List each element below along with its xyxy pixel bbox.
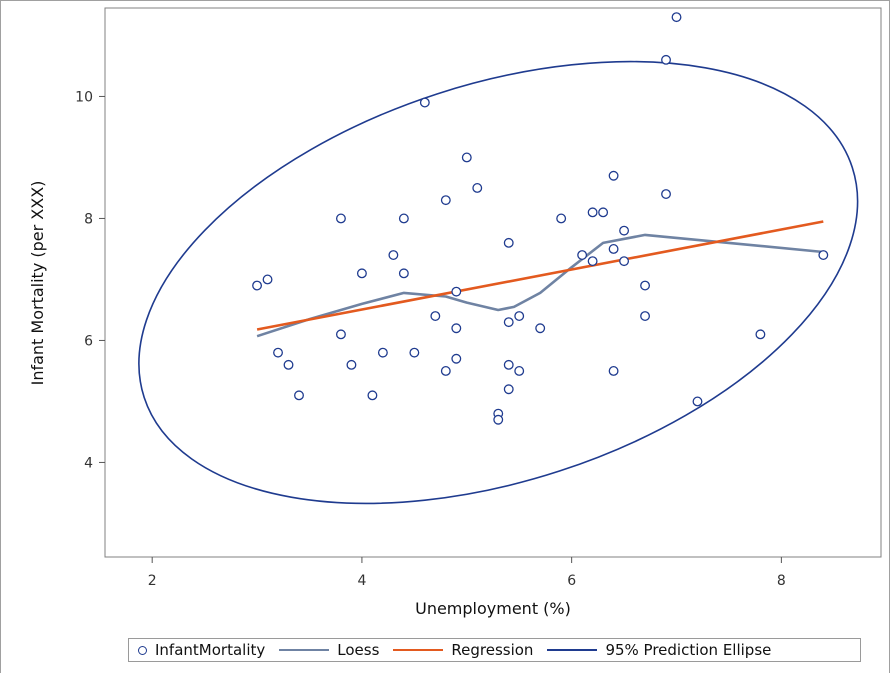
legend: InfantMortality Loess Regression 95% Pre… <box>128 638 861 662</box>
data-point <box>409 347 420 358</box>
x-axis-label: Unemployment (%) <box>415 599 571 618</box>
data-point <box>294 390 304 401</box>
data-point <box>356 268 367 279</box>
data-point <box>587 256 598 267</box>
data-point <box>335 329 346 340</box>
data-point <box>514 311 525 322</box>
x-tick-label: 2 <box>148 573 157 589</box>
y-tick-label: 4 <box>84 455 93 471</box>
prediction-ellipse <box>138 60 859 505</box>
data-point <box>755 329 766 340</box>
data-point <box>692 396 703 407</box>
data-point <box>514 366 525 376</box>
legend-label: Loess <box>337 641 380 659</box>
data-point <box>608 243 619 254</box>
data-point <box>577 250 588 261</box>
circle-marker-icon <box>138 645 147 655</box>
data-point <box>503 359 514 370</box>
data-point <box>818 250 829 261</box>
ellipse-line-icon <box>547 649 598 651</box>
data-point <box>451 286 462 297</box>
legend-item-ellipse: 95% Prediction Ellipse <box>547 641 771 659</box>
data-point <box>398 268 409 279</box>
data-point <box>640 280 651 291</box>
regression-line <box>256 220 824 331</box>
fit-lines-layer <box>256 220 824 338</box>
data-point <box>440 195 451 206</box>
loess-line-icon <box>279 649 330 651</box>
data-point <box>619 225 630 236</box>
data-point <box>419 97 430 108</box>
data-point <box>252 280 263 291</box>
data-point <box>535 323 546 334</box>
data-point <box>503 384 514 395</box>
data-point <box>587 207 598 218</box>
y-tick-label: 6 <box>84 333 93 349</box>
legend-label: Regression <box>451 641 534 659</box>
data-point <box>262 274 273 285</box>
legend-item-regression: Regression <box>393 641 533 659</box>
x-tick-label: 4 <box>357 573 366 589</box>
data-point <box>671 12 682 23</box>
data-point <box>377 347 388 358</box>
data-point <box>661 54 671 65</box>
data-point <box>430 311 441 322</box>
legend-label: 95% Prediction Ellipse <box>605 641 772 659</box>
legend-label: InfantMortality <box>155 641 266 659</box>
y-tick-label: 10 <box>75 89 93 105</box>
data-point <box>661 189 671 200</box>
data-point <box>440 366 451 376</box>
data-point <box>461 152 472 163</box>
x-tick-label: 8 <box>777 573 786 589</box>
data-point <box>556 213 567 224</box>
data-point <box>472 182 483 193</box>
y-axis-label: Infant Mortality (per XXX) <box>28 181 47 386</box>
data-point <box>493 414 504 425</box>
data-point <box>335 213 346 224</box>
scatter-points-layer <box>252 12 829 425</box>
data-point <box>451 323 462 334</box>
legend-item-loess: Loess <box>279 641 379 659</box>
data-point <box>367 390 378 401</box>
data-point <box>598 207 609 218</box>
loess-line <box>256 233 824 338</box>
data-point <box>273 347 283 358</box>
axes-layer: 2 4 6 8 4 6 8 10 <box>75 89 786 589</box>
plot-area <box>104 7 882 558</box>
y-tick-label: 8 <box>84 211 93 227</box>
data-point <box>619 256 630 267</box>
data-point <box>640 311 651 322</box>
legend-item-infant-mortality: InfantMortality <box>138 641 265 659</box>
data-point <box>608 170 619 181</box>
regression-line-icon <box>393 649 444 651</box>
data-point <box>608 366 619 376</box>
data-point <box>388 250 399 261</box>
data-point <box>283 359 294 370</box>
data-point <box>398 213 409 224</box>
data-point <box>346 359 357 370</box>
prediction-ellipse-layer <box>138 60 859 505</box>
data-point <box>451 353 462 364</box>
x-tick-label: 6 <box>567 573 576 589</box>
data-point <box>503 317 514 328</box>
data-point <box>503 237 514 248</box>
